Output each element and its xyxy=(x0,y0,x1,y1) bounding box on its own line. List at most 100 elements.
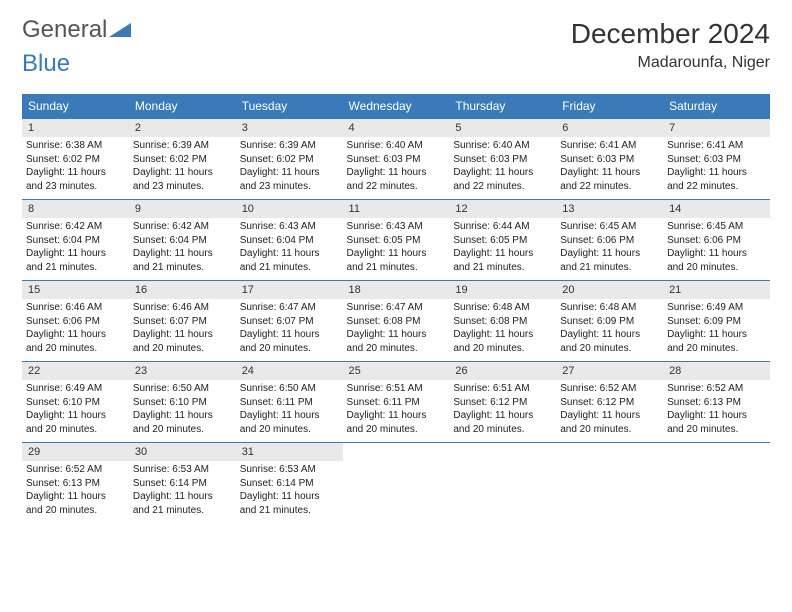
calendar-cell: 20 Sunrise: 6:48 AM Sunset: 6:09 PM Dayligh… xyxy=(556,281,663,362)
day-details: Sunrise: 6:52 AMSunset: 6:13 PMDaylight:… xyxy=(663,380,770,442)
daylight-line: Daylight: 11 hours and 20 minutes. xyxy=(453,410,533,435)
day-details: Sunrise: 6:50 AMSunset: 6:11 PMDaylight:… xyxy=(236,380,343,442)
sunset-line: Sunset: 6:13 PM xyxy=(667,397,741,408)
day-number: 27 xyxy=(556,362,663,380)
daylight-line: Daylight: 11 hours and 20 minutes. xyxy=(667,329,747,354)
sunset-line: Sunset: 6:11 PM xyxy=(347,397,420,408)
day-number: 1 xyxy=(22,119,129,137)
day-number: 18 xyxy=(343,281,450,299)
weekday-header: Sunday xyxy=(22,94,129,119)
sunrise-line: Sunrise: 6:42 AM xyxy=(26,221,102,232)
sunset-line: Sunset: 6:04 PM xyxy=(240,235,314,246)
calendar-cell: 24Sunrise: 6:50 AMSunset: 6:11 PMDayligh… xyxy=(236,362,343,443)
calendar-cell: 25Sunrise: 6:51 AMSunset: 6:11 PMDayligh… xyxy=(343,362,450,443)
daylight-line: Daylight: 11 hours and 21 minutes. xyxy=(240,491,320,516)
daylight-line: Daylight: 11 hours and 21 minutes. xyxy=(347,248,427,273)
day-number: 25 xyxy=(343,362,450,380)
calendar-cell: 23Sunrise: 6:50 AMSunset: 6:10 PMDayligh… xyxy=(129,362,236,443)
day-number: 19 xyxy=(449,281,556,299)
sunrise-line: Sunrise: 6:47 AM xyxy=(347,302,423,313)
day-details: Sunrise: 6:42 AMSunset: 6:04 PMDaylight:… xyxy=(129,218,236,280)
day-details: Sunrise: 6:45 AMSunset: 6:06 PMDaylight:… xyxy=(663,218,770,280)
calendar-empty-cell xyxy=(663,443,770,524)
day-number: 21 xyxy=(663,281,770,299)
day-number: 17 xyxy=(236,281,343,299)
daylight-line: Daylight: 11 hours and 23 minutes. xyxy=(133,167,213,192)
sunrise-line: Sunrise: 6:48 AM xyxy=(453,302,529,313)
daylight-line: Daylight: 11 hours and 22 minutes. xyxy=(560,167,640,192)
day-details: Sunrise: 6:41 AMSunset: 6:03 PMDaylight:… xyxy=(556,137,663,199)
day-number: 2 xyxy=(129,119,236,137)
day-details: Sunrise: 6:44 AMSunset: 6:05 PMDaylight:… xyxy=(449,218,556,280)
calendar-cell: 1Sunrise: 6:38 AMSunset: 6:02 PMDaylight… xyxy=(22,119,129,200)
day-number: 23 xyxy=(129,362,236,380)
day-number: 11 xyxy=(343,200,450,218)
sunrise-line: Sunrise: 6:45 AM xyxy=(667,221,743,232)
day-details: Sunrise: 6:43 AMSunset: 6:05 PMDaylight:… xyxy=(343,218,450,280)
calendar-cell: 15Sunrise: 6:46 AMSunset: 6:06 PMDayligh… xyxy=(22,281,129,362)
calendar-cell: 19Sunrise: 6:48 AMSunset: 6:08 PMDayligh… xyxy=(449,281,556,362)
sunset-line: Sunset: 6:05 PM xyxy=(347,235,421,246)
day-details: Sunrise: 6:39 AM Sunset: 6:02 PM Daylight:… xyxy=(129,137,236,199)
calendar-cell: 22Sunrise: 6:49 AMSunset: 6:10 PMDayligh… xyxy=(22,362,129,443)
calendar-cell: 16Sunrise: 6:46 AMSunset: 6:07 PMDayligh… xyxy=(129,281,236,362)
calendar-cell: 2 Sunrise: 6:39 AM Sunset: 6:02 PM Daylight… xyxy=(129,119,236,200)
calendar-cell: 9Sunrise: 6:42 AMSunset: 6:04 PMDaylight… xyxy=(129,200,236,281)
logo: General Blue xyxy=(22,18,131,76)
day-details: Sunrise: 6:46 AMSunset: 6:06 PMDaylight:… xyxy=(22,299,129,361)
sunrise-line: Sunrise: 6:44 AM xyxy=(453,221,529,232)
sunrise-line: Sunrise: 6:39 AM xyxy=(240,140,316,151)
sunrise-line: Sunrise: 6:50 AM xyxy=(240,383,316,394)
day-number: 3 xyxy=(236,119,343,137)
calendar-cell: 29Sunrise: 6:52 AMSunset: 6:13 PMDayligh… xyxy=(22,443,129,524)
daylight-line: Daylight: 11 hours and 20 minutes. xyxy=(667,248,747,273)
day-number: 29 xyxy=(22,443,129,461)
calendar-row: 22Sunrise: 6:49 AMSunset: 6:10 PMDayligh… xyxy=(22,362,770,443)
day-number: 20 xyxy=(556,281,663,299)
calendar-cell: 27Sunrise: 6:52 AMSunset: 6:12 PMDayligh… xyxy=(556,362,663,443)
sunrise-line: Sunrise: 6:43 AM xyxy=(240,221,316,232)
day-number: 12 xyxy=(449,200,556,218)
sunrise-line: Sunrise: 6:48 AM xyxy=(560,302,636,313)
sunrise-line: Sunrise: 6:40 AM xyxy=(347,140,423,151)
day-details: Sunrise: 6:50 AMSunset: 6:10 PMDaylight:… xyxy=(129,380,236,442)
calendar-cell: 18Sunrise: 6:47 AMSunset: 6:08 PMDayligh… xyxy=(343,281,450,362)
location: Madarounfa, Niger xyxy=(571,54,770,72)
calendar-row: 1Sunrise: 6:38 AMSunset: 6:02 PMDaylight… xyxy=(22,119,770,200)
logo-word1: General xyxy=(22,16,107,43)
sunrise-line: Sunrise: 6:41 AM xyxy=(667,140,743,151)
sunset-line: Sunset: 6:07 PM xyxy=(240,316,314,327)
day-details: Sunrise: 6:52 AMSunset: 6:13 PMDaylight:… xyxy=(22,461,129,523)
sunset-line: Sunset: 6:02 PM xyxy=(133,154,207,165)
daylight-line: Daylight: 11 hours and 23 minutes. xyxy=(240,167,320,192)
sunrise-line: Sunrise: 6:52 AM xyxy=(560,383,636,394)
sunrise-line: Sunrise: 6:39 AM xyxy=(133,140,209,151)
sunset-line: Sunset: 6:06 PM xyxy=(560,235,634,246)
weekday-header: Monday xyxy=(129,94,236,119)
daylight-line: Daylight: 11 hours and 20 minutes. xyxy=(560,410,640,435)
daylight-line: Daylight: 11 hours and 20 minutes. xyxy=(133,410,213,435)
sunset-line: Sunset: 6:03 PM xyxy=(667,154,741,165)
calendar-empty-cell xyxy=(556,443,663,524)
sunset-line: Sunset: 6:05 PM xyxy=(453,235,527,246)
day-details: Sunrise: 6:47 AMSunset: 6:08 PMDaylight:… xyxy=(343,299,450,361)
sunrise-line: Sunrise: 6:46 AM xyxy=(26,302,102,313)
sunset-line: Sunset: 6:09 PM xyxy=(560,316,634,327)
daylight-line: Daylight: 11 hours and 21 minutes. xyxy=(133,491,213,516)
daylight-line: Daylight: 11 hours and 20 minutes. xyxy=(667,410,747,435)
calendar-row: 29Sunrise: 6:52 AMSunset: 6:13 PMDayligh… xyxy=(22,443,770,524)
calendar-cell: 21Sunrise: 6:49 AMSunset: 6:09 PMDayligh… xyxy=(663,281,770,362)
day-number: 26 xyxy=(449,362,556,380)
daylight-line: Daylight: 11 hours and 21 minutes. xyxy=(26,248,106,273)
day-number: 6 xyxy=(556,119,663,137)
calendar-cell: 17Sunrise: 6:47 AMSunset: 6:07 PMDayligh… xyxy=(236,281,343,362)
calendar-cell: 14Sunrise: 6:45 AMSunset: 6:06 PMDayligh… xyxy=(663,200,770,281)
daylight-line: Daylight: 11 hours and 20 minutes. xyxy=(347,329,427,354)
day-number: 8 xyxy=(22,200,129,218)
sunset-line: Sunset: 6:07 PM xyxy=(133,316,207,327)
weekday-header-row: Sunday Monday Tuesday Wednesday Thursday… xyxy=(22,94,770,119)
daylight-line: Daylight: 11 hours and 20 minutes. xyxy=(560,329,640,354)
calendar-page: General Blue December 2024 Madarounfa, N… xyxy=(0,0,792,533)
day-details: Sunrise: 6:51 AMSunset: 6:11 PMDaylight:… xyxy=(343,380,450,442)
title-block: December 2024 Madarounfa, Niger xyxy=(571,18,770,72)
